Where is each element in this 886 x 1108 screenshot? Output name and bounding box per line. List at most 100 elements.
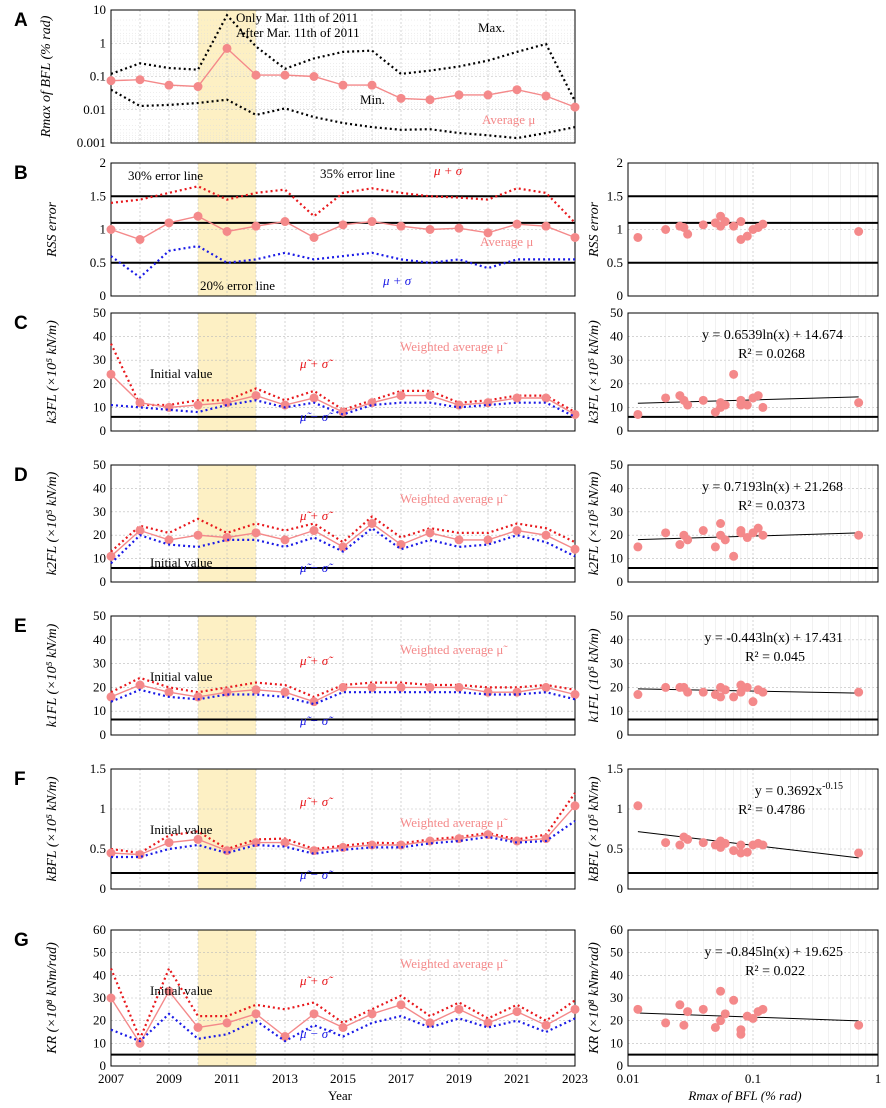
y-tick-label: 20 <box>93 527 106 542</box>
scatter-point <box>758 402 768 412</box>
y-tick-label: 40 <box>93 632 106 647</box>
y-tick-label: 0.001 <box>77 135 106 150</box>
y-tick-label: 0.01 <box>83 102 106 117</box>
panel-letter: F <box>14 769 26 790</box>
data-point <box>338 80 348 90</box>
panel-letter: B <box>14 163 28 184</box>
y-tick-label: 1 <box>100 35 107 50</box>
data-point <box>454 90 464 100</box>
data-point <box>570 102 580 112</box>
data-point <box>309 393 319 403</box>
scatter-point <box>758 219 768 229</box>
annotation-max: Max. <box>478 20 505 35</box>
annotation-lower: μ̃ − σ̃ <box>299 560 334 575</box>
data-point <box>135 234 145 244</box>
right-plot-frame <box>627 312 879 432</box>
data-point <box>425 225 435 234</box>
scatter-point <box>661 682 671 692</box>
scatter-point <box>854 1020 864 1030</box>
right-y-tick-label: 20 <box>610 679 623 694</box>
y-tick-label: 20 <box>93 679 106 694</box>
scatter-point <box>675 840 685 850</box>
data-point <box>164 838 174 848</box>
y-tick-label: 50 <box>93 945 106 960</box>
right-plot-frame <box>627 929 879 1067</box>
data-point <box>570 1004 580 1014</box>
scatter-point <box>854 398 864 408</box>
annotation-after-mar11: After Mar. 11th of 2011 <box>236 25 360 40</box>
data-point <box>193 834 203 844</box>
scatter-point <box>854 530 864 540</box>
lower-series <box>110 244 575 279</box>
data-point <box>454 834 464 844</box>
annotation-initial-value: Initial value <box>150 669 213 684</box>
data-point <box>193 211 203 221</box>
data-point <box>106 692 116 702</box>
data-point <box>251 221 261 231</box>
label-30-error: 30% error line <box>128 168 203 183</box>
data-point <box>541 91 551 101</box>
data-point <box>541 221 551 231</box>
y-tick-label: 0 <box>100 1058 107 1073</box>
scatter-point <box>716 1016 726 1026</box>
right-y-axis-label: k1FL (10⁵ kN/m) <box>587 628 602 722</box>
right-y-axis-label: KR (×10⁸ kNm/rad) <box>587 942 602 1055</box>
scatter-point <box>854 226 864 236</box>
lower-series <box>111 820 576 859</box>
scatter-point <box>661 528 671 538</box>
right-plot-frame <box>627 615 879 736</box>
y-tick-label: 0.1 <box>90 69 106 84</box>
scatter-point <box>698 687 708 697</box>
right-y-tick-label: 0 <box>617 1058 624 1073</box>
scatter-point <box>748 697 758 707</box>
data-point <box>280 535 290 545</box>
y-tick-label: 10 <box>93 703 106 718</box>
y-tick-label: 50 <box>93 608 106 623</box>
panel-letter: C <box>14 313 28 334</box>
scatter-point <box>698 838 708 848</box>
scatter-point <box>753 391 763 401</box>
scatter-point <box>736 840 746 850</box>
right-y-tick-label: 1.5 <box>607 761 623 776</box>
upper-series <box>110 343 576 414</box>
y-tick-label: 20 <box>93 1013 106 1028</box>
data-point <box>396 391 406 401</box>
scatter-point <box>758 840 768 850</box>
data-point <box>570 409 580 419</box>
right-y-tick-label: 20 <box>610 376 623 391</box>
lower-series <box>110 688 576 706</box>
data-point <box>338 542 348 552</box>
scatter-point <box>633 801 643 811</box>
right-y-tick-label: 30 <box>610 656 623 671</box>
y-tick-label: 0 <box>100 727 107 742</box>
data-point <box>512 85 522 95</box>
scatter-point <box>683 535 693 545</box>
panel-letter: E <box>14 616 27 637</box>
data-point <box>396 840 406 850</box>
right-y-tick-label: 40 <box>610 480 623 495</box>
data-point <box>338 1022 348 1032</box>
data-point <box>483 535 493 545</box>
scatter-point <box>633 232 643 242</box>
data-point <box>251 685 261 695</box>
data-point <box>425 682 435 692</box>
annotation-weighted-average: Weighted average μ̃ <box>400 956 508 971</box>
annotation-weighted-average: Weighted average μ̃ <box>400 491 508 506</box>
data-point <box>135 526 145 536</box>
scatter-point <box>748 1013 758 1023</box>
right-x-tick-label: 0.1 <box>745 1071 761 1086</box>
right-y-tick-label: 60 <box>610 922 623 937</box>
data-point <box>425 528 435 538</box>
data-point <box>338 220 348 230</box>
trend-line <box>637 396 859 404</box>
data-point <box>251 70 261 80</box>
data-point <box>309 526 319 536</box>
scatter-point <box>633 409 643 419</box>
annotation-weighted-average: Weighted average μ̃ <box>400 642 508 657</box>
scatter-point <box>729 692 739 702</box>
data-point <box>425 1018 435 1028</box>
trend-line <box>637 831 859 859</box>
scatter-point <box>716 519 726 528</box>
y-tick-label: 50 <box>93 457 106 472</box>
min-series <box>110 88 576 140</box>
